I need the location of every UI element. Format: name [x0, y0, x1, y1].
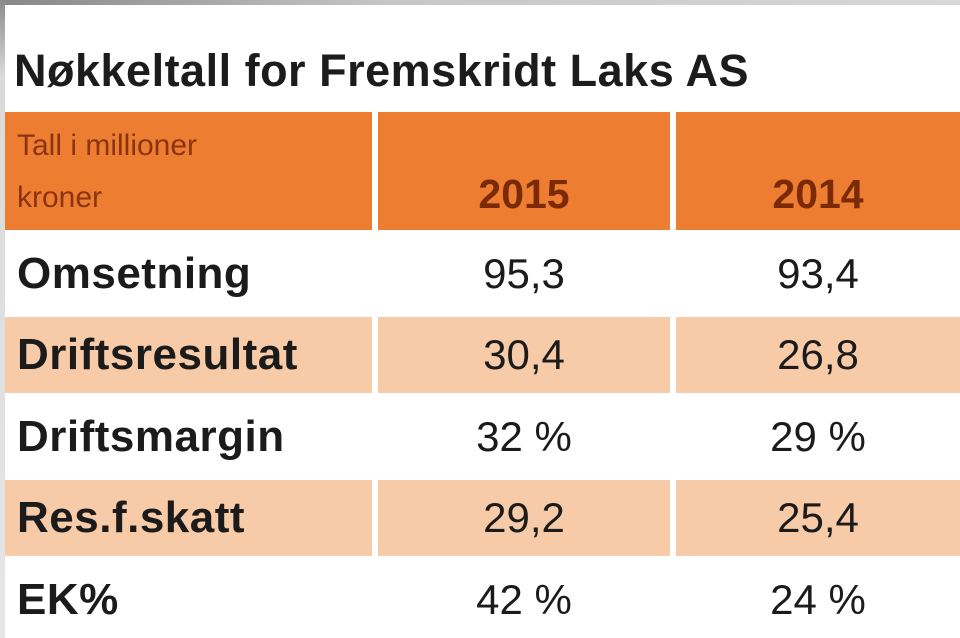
row-label-omsetning: Omsetning	[17, 248, 252, 298]
value-res-f-skatt-2015: 29,2	[378, 480, 670, 556]
unit-line-2: kroner	[17, 181, 103, 214]
value-driftsresultat-2015: 30,4	[378, 317, 670, 393]
unit-header-cell: Tall i millioner kroner	[5, 112, 372, 230]
page-title: Nøkkeltall for Fremskridt Laks AS	[14, 45, 750, 96]
unit-line-1: Tall i millioner	[17, 129, 198, 162]
value-driftsmargin-2014: 29 %	[770, 412, 866, 460]
row-label-res-f-skatt: Res.f.skatt	[5, 480, 372, 556]
value-ek-prosent-2014: 24 %	[770, 575, 866, 623]
value-ek-prosent-2015: 42 %	[476, 575, 572, 623]
value-omsetning-2015: 95,3	[483, 249, 565, 297]
column-header-2015: 2015	[378, 112, 670, 230]
left-border	[0, 0, 5, 638]
title-bar: Nøkkeltall for Fremskridt Laks AS	[5, 5, 955, 105]
value-omsetning-2014: 93,4	[777, 249, 859, 297]
row-label-driftsresultat: Driftsresultat	[5, 317, 372, 393]
top-border	[0, 0, 960, 5]
value-driftsresultat-2014: 26,8	[676, 317, 960, 393]
data-table: Tall i millioner kroner 2015 2014 Omsetn…	[5, 112, 960, 638]
value-res-f-skatt-2014: 25,4	[676, 480, 960, 556]
row-label-driftsmargin: Driftsmargin	[17, 411, 285, 461]
row-label-ek-prosent: EK%	[17, 574, 119, 624]
value-driftsmargin-2015: 32 %	[476, 412, 572, 460]
column-header-2014: 2014	[676, 112, 960, 230]
